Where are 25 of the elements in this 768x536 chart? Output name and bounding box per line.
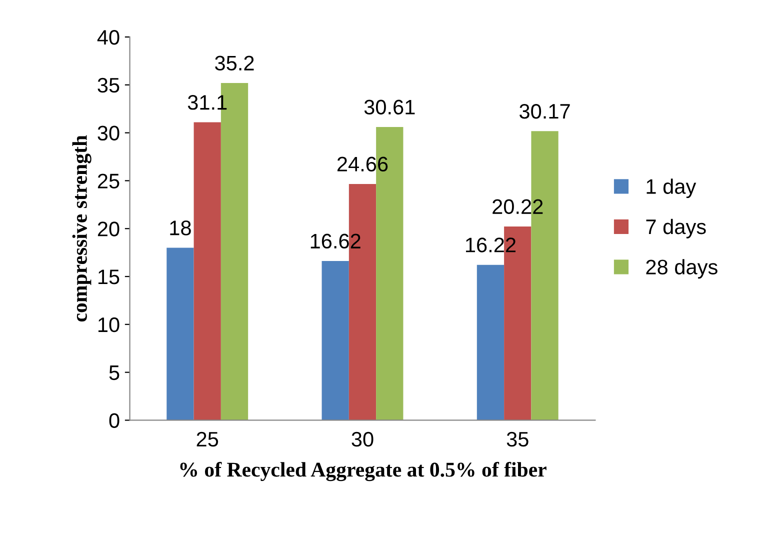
legend-label: 28 days bbox=[646, 259, 718, 279]
y-tick-label: 15 bbox=[98, 270, 120, 284]
y-tick-label: 35 bbox=[98, 78, 120, 93]
y-tick-label: 5 bbox=[109, 366, 120, 380]
x-tick-label: 25 bbox=[196, 432, 218, 447]
y-tick-label: 40 bbox=[97, 30, 120, 45]
data-label: 30.61 bbox=[364, 100, 415, 114]
data-label: 30.17 bbox=[520, 104, 570, 119]
x-axis-title: % of Recycled Aggregate at 0.5% of fiber bbox=[180, 462, 546, 482]
x-tick-label: 30 bbox=[352, 432, 374, 447]
legend-label: 1 day bbox=[646, 178, 696, 198]
legend-label: 7 days bbox=[646, 218, 706, 238]
bar bbox=[166, 248, 194, 420]
y-tick-label: 30 bbox=[98, 126, 120, 141]
bar bbox=[194, 122, 221, 420]
y-tick-label: 20 bbox=[98, 222, 120, 236]
data-label: 18 bbox=[170, 220, 191, 236]
x-tick-label: 35 bbox=[506, 432, 528, 447]
y-tick-label: 0 bbox=[109, 413, 120, 428]
data-label: 35.2 bbox=[215, 56, 254, 71]
bar bbox=[476, 264, 504, 420]
bar bbox=[322, 260, 349, 420]
y-tick-label: 25 bbox=[98, 174, 120, 188]
y-axis-title: compressive strength bbox=[72, 135, 92, 322]
y-tick-label: 10 bbox=[98, 317, 120, 332]
